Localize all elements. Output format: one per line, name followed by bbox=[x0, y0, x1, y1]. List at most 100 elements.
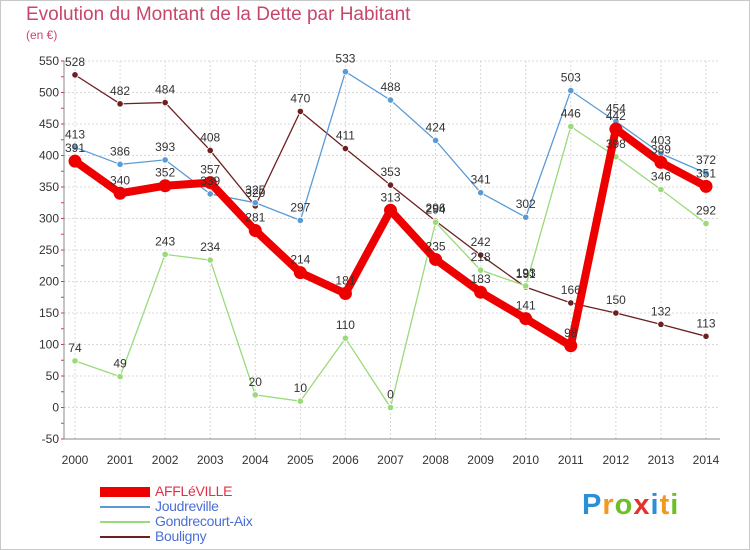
data-point bbox=[386, 403, 395, 412]
data-point bbox=[293, 266, 307, 280]
data-label: 302 bbox=[516, 197, 536, 211]
data-point bbox=[654, 155, 668, 169]
data-label: 281 bbox=[245, 210, 265, 224]
data-point bbox=[702, 332, 710, 340]
data-point bbox=[567, 87, 575, 95]
data-point bbox=[116, 373, 124, 381]
data-label: 191 bbox=[516, 267, 536, 281]
logo-letter: x bbox=[633, 489, 651, 521]
data-label: 403 bbox=[651, 134, 671, 148]
data-label: 294 bbox=[426, 202, 446, 216]
data-label: 353 bbox=[380, 165, 400, 179]
data-point bbox=[657, 185, 665, 194]
data-point bbox=[474, 285, 488, 299]
legend-label: Bouligny bbox=[155, 528, 207, 544]
x-tick-label: 2001 bbox=[107, 453, 134, 467]
data-label: 218 bbox=[471, 250, 491, 264]
data-labels: 528 482 484 408 320 470 411 353 296 242 191 166 150 1… bbox=[65, 52, 716, 402]
y-tick-label: 500 bbox=[39, 86, 59, 100]
data-label: 454 bbox=[606, 101, 626, 115]
data-point bbox=[251, 199, 259, 207]
data-point bbox=[296, 107, 304, 116]
data-point bbox=[161, 98, 169, 107]
data-label: 141 bbox=[516, 299, 536, 313]
data-point bbox=[206, 256, 214, 264]
data-point bbox=[296, 216, 304, 224]
x-tick-label: 2011 bbox=[558, 453, 584, 467]
y-tick-label: 250 bbox=[39, 243, 59, 257]
grid bbox=[64, 60, 720, 440]
data-label: 411 bbox=[336, 129, 355, 143]
logo-letter: i bbox=[650, 489, 660, 521]
data-point bbox=[206, 146, 214, 155]
data-point bbox=[158, 179, 172, 193]
data-label: 132 bbox=[651, 304, 671, 318]
logo-letter: P bbox=[582, 489, 603, 521]
data-label: 413 bbox=[65, 127, 85, 141]
y-tick-label: 0 bbox=[52, 401, 59, 415]
data-point bbox=[522, 213, 530, 221]
series-gondrecourt-aix bbox=[71, 122, 710, 412]
data-label: 391 bbox=[65, 141, 85, 155]
data-label: 482 bbox=[110, 84, 130, 98]
data-label: 110 bbox=[336, 318, 355, 332]
chart-title: Evolution du Montant de la Dette par Hab… bbox=[26, 4, 411, 25]
data-point bbox=[384, 203, 397, 217]
data-point bbox=[113, 186, 127, 200]
legend-label: Joudreville bbox=[155, 498, 219, 514]
data-point bbox=[431, 136, 440, 144]
data-label: 372 bbox=[696, 153, 716, 167]
y-tick-label: 100 bbox=[39, 338, 59, 352]
x-tick-label: 2003 bbox=[197, 453, 224, 467]
data-point bbox=[477, 251, 485, 259]
data-point bbox=[609, 122, 623, 136]
series-joudreville bbox=[71, 68, 710, 224]
x-tick-label: 2006 bbox=[332, 453, 359, 467]
data-label: 296 bbox=[426, 201, 446, 215]
data-point bbox=[702, 219, 710, 228]
data-label: 386 bbox=[110, 144, 130, 158]
y-tick-label: 200 bbox=[39, 275, 59, 289]
data-label: 150 bbox=[606, 293, 626, 307]
data-point bbox=[68, 154, 82, 168]
data-point bbox=[386, 181, 395, 189]
data-point bbox=[341, 68, 350, 76]
y-tick-label: 150 bbox=[39, 306, 59, 320]
chart-unit: (en €) bbox=[26, 28, 58, 42]
series-layer bbox=[68, 68, 713, 412]
data-label: 320 bbox=[245, 186, 265, 200]
legend-swatch bbox=[100, 536, 150, 538]
data-label: 183 bbox=[471, 272, 491, 286]
data-label: 49 bbox=[113, 357, 127, 371]
data-label: 20 bbox=[249, 375, 263, 389]
data-label: 113 bbox=[696, 316, 715, 330]
data-label: 446 bbox=[561, 107, 581, 121]
data-point bbox=[161, 156, 169, 164]
data-label: 389 bbox=[651, 142, 671, 156]
data-point bbox=[341, 334, 350, 342]
data-point bbox=[341, 144, 350, 153]
data-point bbox=[564, 339, 578, 353]
line-chart: -500501001502002503003504004505005502000… bbox=[39, 52, 720, 467]
data-label: 74 bbox=[68, 341, 82, 355]
y-tick-label: 400 bbox=[39, 149, 59, 163]
x-tick-label: 2014 bbox=[693, 453, 720, 467]
data-label: 325 bbox=[245, 183, 265, 197]
data-point bbox=[567, 299, 575, 307]
data-point bbox=[431, 218, 440, 226]
data-label: 352 bbox=[155, 166, 175, 180]
y-tick-label: 550 bbox=[39, 54, 59, 68]
data-label: 98 bbox=[564, 326, 578, 340]
proxiti-logo: Proxiti bbox=[582, 489, 679, 522]
x-tick-label: 2004 bbox=[242, 453, 269, 467]
x-tick-label: 2012 bbox=[603, 453, 630, 467]
data-label: 0 bbox=[387, 388, 394, 402]
data-label: 166 bbox=[561, 283, 581, 297]
logo-letter: t bbox=[659, 489, 671, 521]
y-tick-label: 50 bbox=[46, 369, 60, 383]
data-label: 313 bbox=[380, 190, 400, 204]
data-point bbox=[699, 179, 713, 193]
data-label: 242 bbox=[471, 235, 491, 249]
data-point bbox=[477, 266, 485, 274]
y-tick-label: 450 bbox=[39, 117, 59, 131]
